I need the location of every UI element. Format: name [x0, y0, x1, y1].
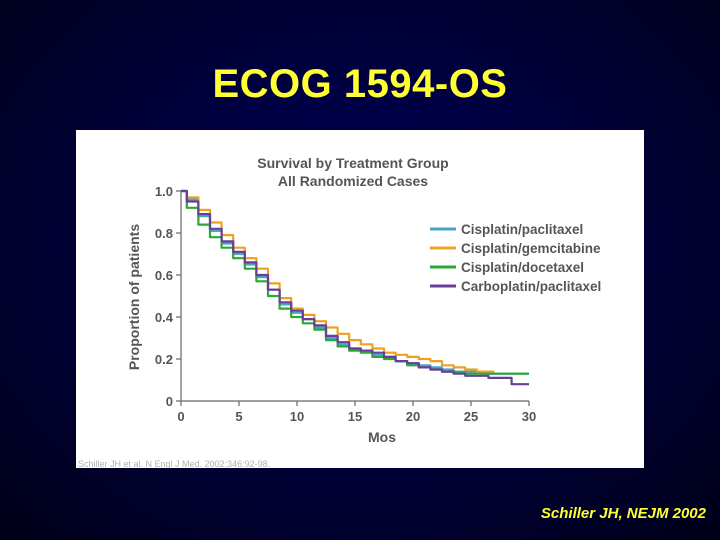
- y-tick-label: 0.8: [155, 226, 173, 241]
- chart-title: Survival by Treatment Group: [257, 155, 448, 171]
- legend-label-carboplatin-paclitaxel: Carboplatin/paclitaxel: [461, 279, 601, 294]
- legend-label-cisplatin-gemcitabine: Cisplatin/gemcitabine: [461, 241, 601, 256]
- legend-label-cisplatin-docetaxel: Cisplatin/docetaxel: [461, 260, 584, 275]
- y-tick-label: 0: [166, 394, 173, 409]
- y-tick-label: 0.2: [155, 352, 173, 367]
- x-tick-label: 25: [464, 409, 478, 424]
- x-tick-label: 15: [348, 409, 362, 424]
- series-line-carboplatin-paclitaxel: [181, 189, 529, 386]
- citation: Schiller JH, NEJM 2002: [540, 505, 706, 522]
- y-axis-label: Proportion of patients: [126, 224, 142, 370]
- x-tick-label: 20: [406, 409, 420, 424]
- x-tick-label: 5: [235, 409, 242, 424]
- y-tick-label: 0.4: [155, 310, 174, 325]
- x-tick-label: 0: [177, 409, 184, 424]
- x-axis-label: Mos: [368, 429, 396, 445]
- y-tick-label: 0.6: [155, 268, 173, 283]
- series-line-cisplatin-gemcitabine: [181, 189, 495, 373]
- x-tick-label: 30: [522, 409, 536, 424]
- x-tick-label: 10: [290, 409, 304, 424]
- survival-chart: Survival by Treatment Group All Randomiz…: [78, 155, 601, 468]
- chart-panel: Survival by Treatment Group All Randomiz…: [76, 130, 644, 468]
- legend-label-cisplatin-paclitaxel: Cisplatin/paclitaxel: [461, 222, 583, 237]
- y-tick-label: 1.0: [155, 184, 173, 199]
- slide-title: ECOG 1594-OS: [212, 62, 508, 106]
- legend: Cisplatin/paclitaxel Cisplatin/gemcitabin…: [430, 222, 601, 294]
- ticks: 0 5 10 15 20 25 30 0 0.2 0.4 0.6 0.8 1.0: [155, 184, 536, 424]
- chart-subtitle: All Randomized Cases: [278, 173, 428, 189]
- series-lines: [181, 189, 529, 386]
- footnote: Schiller JH et al. N Engl J Med. 2002;34…: [78, 459, 270, 468]
